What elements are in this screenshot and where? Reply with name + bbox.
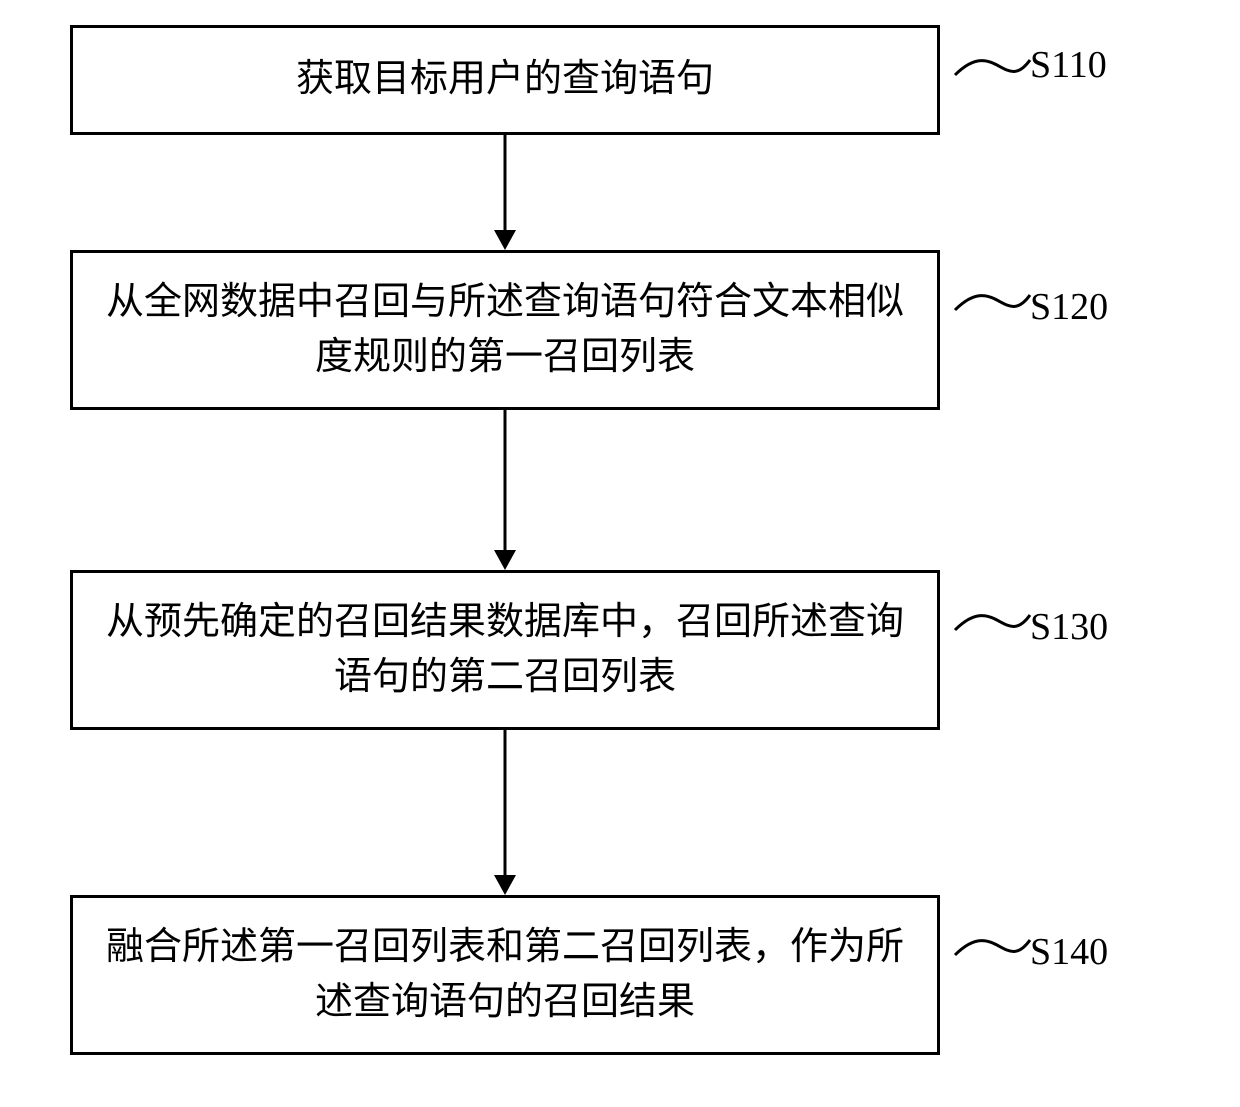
- connector-s140: [70, 895, 1070, 1075]
- connector-s130: [70, 570, 1070, 750]
- arrow-s110-s120: [70, 135, 940, 250]
- arrow-s120-s130: [70, 410, 940, 570]
- connector-s120: [70, 250, 1070, 430]
- arrow-s130-s140: [70, 730, 940, 895]
